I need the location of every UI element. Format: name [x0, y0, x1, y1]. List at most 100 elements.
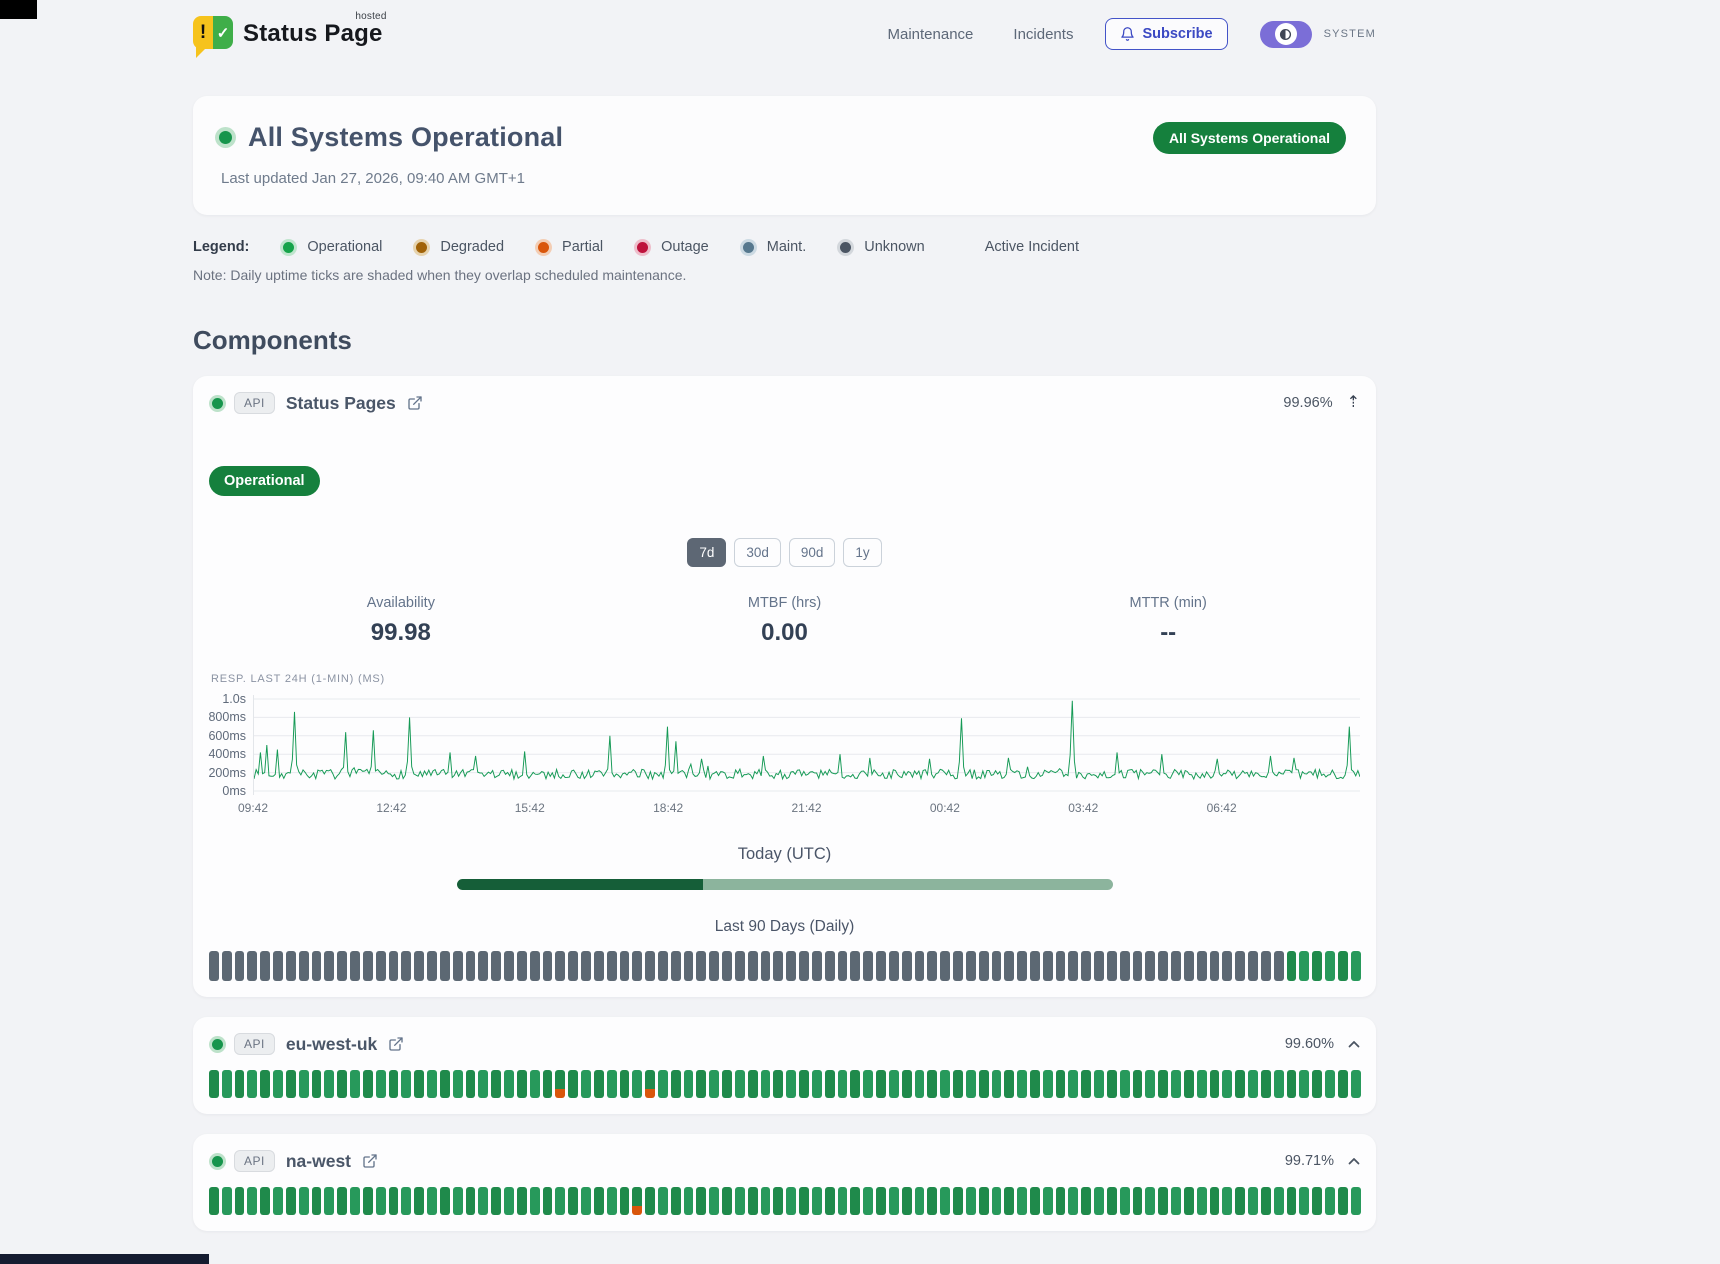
uptime-tick[interactable] [773, 951, 784, 981]
uptime-tick[interactable] [1209, 1187, 1220, 1215]
collapse-arrow-icon[interactable]: ⇡ [1346, 394, 1360, 411]
uptime-tick[interactable] [209, 1187, 219, 1215]
uptime-tick[interactable] [1299, 1187, 1310, 1215]
uptime-tick[interactable] [1248, 1070, 1258, 1098]
uptime-tick[interactable] [337, 951, 348, 981]
uptime-tick[interactable] [1350, 1070, 1361, 1098]
range-button-90d[interactable]: 90d [788, 538, 836, 567]
uptime-tick[interactable] [645, 1187, 655, 1215]
uptime-tick[interactable] [901, 1070, 912, 1098]
uptime-tick[interactable] [337, 1070, 348, 1098]
uptime-tick[interactable] [350, 1187, 360, 1215]
uptime-tick[interactable] [555, 951, 566, 981]
uptime-tick[interactable] [670, 951, 681, 981]
uptime-tick[interactable] [388, 951, 399, 981]
uptime-tick[interactable] [606, 1187, 617, 1215]
uptime-tick[interactable] [491, 1070, 502, 1098]
uptime-tick[interactable] [1196, 1070, 1207, 1098]
uptime-tick[interactable] [786, 951, 797, 981]
uptime-tick[interactable] [1119, 1070, 1130, 1098]
uptime-tick[interactable] [799, 951, 809, 981]
uptime-tick[interactable] [350, 1070, 360, 1098]
uptime-tick[interactable] [1325, 1187, 1335, 1215]
uptime-tick[interactable] [709, 1187, 720, 1215]
uptime-tick[interactable] [221, 1187, 232, 1215]
uptime-tick[interactable] [401, 951, 412, 981]
range-button-1y[interactable]: 1y [843, 538, 882, 567]
uptime-tick[interactable] [722, 1187, 732, 1215]
uptime-tick[interactable] [1171, 951, 1181, 981]
uptime-tick[interactable] [375, 1187, 386, 1215]
uptime-tick[interactable] [1337, 1187, 1348, 1215]
uptime-tick[interactable] [722, 951, 732, 981]
uptime-tick[interactable] [1094, 951, 1104, 981]
uptime-tick[interactable] [452, 1187, 463, 1215]
uptime-tick[interactable] [683, 1187, 694, 1215]
uptime-tick[interactable] [427, 1187, 437, 1215]
uptime-tick[interactable] [529, 1187, 540, 1215]
uptime-tick[interactable] [965, 1070, 976, 1098]
uptime-tick[interactable] [991, 951, 1002, 981]
uptime-tick[interactable] [311, 1070, 322, 1098]
uptime-tick[interactable] [221, 951, 232, 981]
uptime-tick[interactable] [1068, 1187, 1079, 1215]
uptime-tick[interactable] [516, 951, 527, 981]
uptime-tick[interactable] [1106, 1070, 1117, 1098]
uptime-tick[interactable] [1337, 951, 1348, 981]
uptime-tick[interactable] [452, 951, 463, 981]
uptime-tick[interactable] [593, 1187, 604, 1215]
uptime-tick[interactable] [1068, 951, 1079, 981]
uptime-tick[interactable] [1235, 1070, 1246, 1098]
uptime-tick[interactable] [709, 951, 720, 981]
uptime-tick[interactable] [209, 951, 219, 981]
uptime-tick[interactable] [824, 1070, 835, 1098]
uptime-tick[interactable] [542, 951, 553, 981]
uptime-tick[interactable] [465, 1187, 476, 1215]
uptime-tick[interactable] [940, 951, 951, 981]
uptime-tick[interactable] [1183, 1070, 1194, 1098]
uptime-tick[interactable] [234, 1187, 245, 1215]
uptime-tick[interactable] [1030, 951, 1040, 981]
uptime-tick[interactable] [350, 951, 360, 981]
uptime-tick[interactable] [1055, 951, 1066, 981]
uptime-tick[interactable] [234, 951, 245, 981]
uptime-tick[interactable] [1145, 1070, 1156, 1098]
uptime-tick[interactable] [850, 951, 861, 981]
uptime-tick[interactable] [581, 1070, 591, 1098]
uptime-tick[interactable] [619, 1187, 630, 1215]
uptime-tick[interactable] [439, 951, 450, 981]
uptime-tick[interactable] [863, 1187, 874, 1215]
uptime-tick[interactable] [1183, 1187, 1194, 1215]
uptime-tick[interactable] [760, 1187, 771, 1215]
uptime-tick[interactable] [260, 1187, 271, 1215]
uptime-tick[interactable] [247, 1070, 258, 1098]
uptime-tick[interactable] [953, 1187, 963, 1215]
uptime-tick[interactable] [1196, 951, 1207, 981]
uptime-tick[interactable] [1030, 1070, 1040, 1098]
uptime-tick[interactable] [273, 951, 283, 981]
uptime-tick[interactable] [1171, 1187, 1181, 1215]
uptime-tick[interactable] [401, 1187, 412, 1215]
uptime-tick[interactable] [285, 951, 296, 981]
nav-link-incidents[interactable]: Incidents [1013, 25, 1074, 43]
uptime-tick[interactable] [427, 951, 437, 981]
uptime-tick[interactable] [811, 1187, 822, 1215]
uptime-tick[interactable] [1158, 1187, 1169, 1215]
uptime-tick[interactable] [593, 1070, 604, 1098]
uptime-tick[interactable] [799, 1070, 809, 1098]
uptime-tick[interactable] [696, 1187, 707, 1215]
expand-chevron[interactable] [1348, 1157, 1360, 1165]
uptime-tick[interactable] [1260, 951, 1271, 981]
uptime-tick[interactable] [978, 1187, 989, 1215]
uptime-tick[interactable] [927, 951, 938, 981]
uptime-tick[interactable] [747, 951, 758, 981]
uptime-tick[interactable] [1106, 1187, 1117, 1215]
uptime-tick[interactable] [1325, 1070, 1335, 1098]
uptime-tick[interactable] [1017, 1070, 1027, 1098]
uptime-tick[interactable] [491, 951, 502, 981]
uptime-tick[interactable] [298, 951, 309, 981]
uptime-tick[interactable] [362, 951, 373, 981]
uptime-tick[interactable] [901, 951, 912, 981]
uptime-tick[interactable] [824, 951, 835, 981]
uptime-tick[interactable] [1042, 1070, 1053, 1098]
